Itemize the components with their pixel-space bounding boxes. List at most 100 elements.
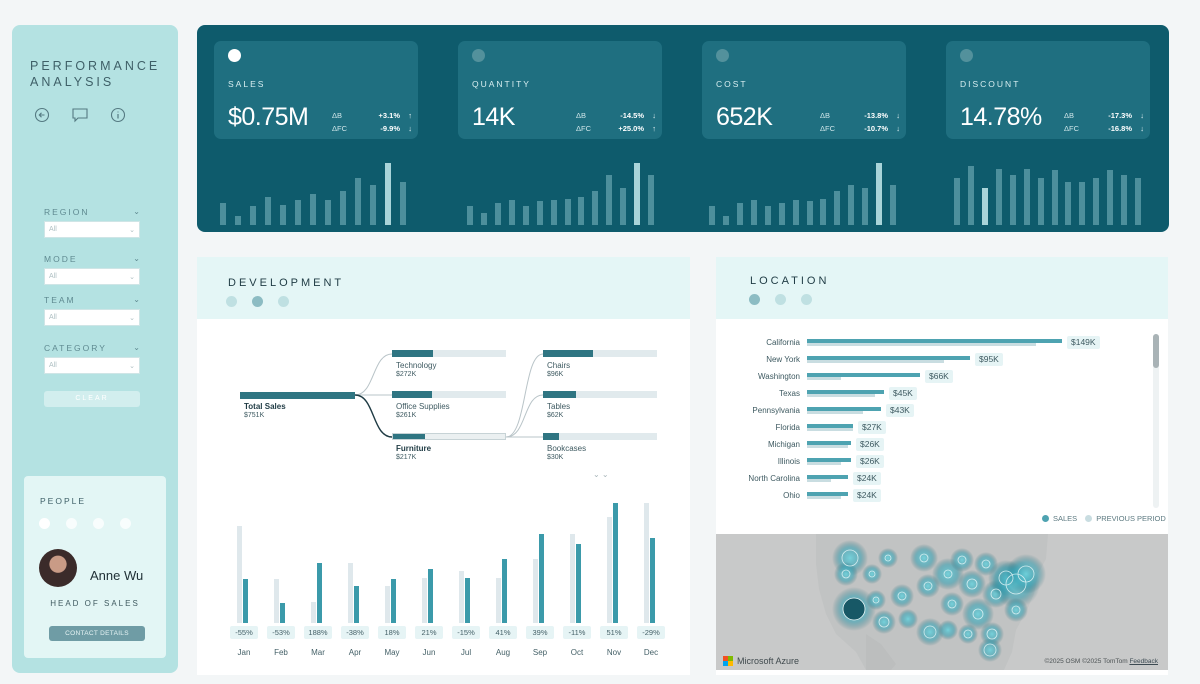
pct-change-label: 188%: [304, 626, 332, 639]
expand-chevron-icon[interactable]: ⌄ ⌄: [593, 470, 609, 479]
team-select[interactable]: All ⌄: [44, 309, 140, 326]
tree-node-bar[interactable]: [543, 350, 657, 357]
kpi-deltas: ΔB +3.1% ↑ ΔFC -9.9% ↓: [332, 109, 412, 135]
month-column[interactable]: [600, 497, 630, 623]
tree-node-bar[interactable]: [392, 433, 506, 440]
tree-node-bar[interactable]: [543, 433, 657, 440]
sparkline-bar: [355, 178, 361, 225]
sparkline-bar: [723, 216, 729, 225]
node-value: $96K: [547, 371, 564, 378]
sales-bar: [428, 569, 433, 623]
node-label: Bookcases: [547, 444, 587, 453]
tree-node-furniture[interactable]: Furniture $217K: [396, 444, 431, 462]
state-row[interactable]: Illinois $26K: [716, 455, 1146, 469]
mode-select[interactable]: All ⌄: [44, 268, 140, 285]
state-row[interactable]: Ohio $24K: [716, 489, 1146, 503]
state-row[interactable]: Florida $27K: [716, 421, 1146, 435]
pager-dot[interactable]: [278, 296, 289, 307]
node-label: Total Sales: [244, 402, 286, 411]
kpi-card-quantity[interactable]: QUANTITY 14K ΔB -14.5% ↓ ΔFC +25.0% ↑: [458, 41, 662, 139]
tree-node-bar[interactable]: [392, 391, 506, 398]
state-row[interactable]: North Carolina $24K: [716, 472, 1146, 486]
filter-team[interactable]: TEAM ⌄ All ⌄: [44, 295, 140, 326]
map-feedback-link[interactable]: Feedback: [1129, 658, 1158, 665]
state-row[interactable]: Washington $66K: [716, 370, 1146, 384]
month-column[interactable]: [452, 497, 482, 623]
state-row[interactable]: Texas $45K: [716, 387, 1146, 401]
month-column[interactable]: [341, 497, 371, 623]
tree-node-office-supplies[interactable]: Office Supplies $261K: [396, 402, 450, 420]
tree-node-bar-root[interactable]: [240, 392, 355, 399]
month-column[interactable]: [378, 497, 408, 623]
state-row[interactable]: Pennsylvania $43K: [716, 404, 1146, 418]
filter-region[interactable]: REGION ⌄ All ⌄: [44, 207, 140, 238]
pager-dot[interactable]: [226, 296, 237, 307]
chevron-down-icon[interactable]: ⌄: [133, 295, 140, 304]
pager-dot[interactable]: [775, 294, 786, 305]
chevron-down-icon[interactable]: ⌄: [133, 343, 140, 352]
contact-details-button[interactable]: CONTACT DETAILS: [49, 626, 145, 641]
chevron-down-icon[interactable]: ⌄: [133, 254, 140, 263]
kpi-card-cost[interactable]: COST 652K ΔB -13.8% ↓ ΔFC -10.7% ↓: [702, 41, 906, 139]
previous-period-bar: [607, 517, 612, 623]
pager-dot[interactable]: [749, 294, 760, 305]
month-column[interactable]: [230, 497, 260, 623]
scrollbar[interactable]: [1153, 334, 1159, 508]
sales-bar: [539, 534, 544, 623]
panel-header: LOCATION: [716, 257, 1168, 319]
tree-node-bookcases[interactable]: Bookcases $30K: [547, 444, 586, 462]
month-column[interactable]: [489, 497, 519, 623]
chevron-down-icon[interactable]: ⌄: [133, 207, 140, 216]
previous-period-bar: [422, 578, 427, 623]
tree-node-chairs[interactable]: Chairs $96K: [547, 361, 570, 379]
sparkline-bar: [834, 191, 840, 225]
tree-node-root[interactable]: Total Sales $751K: [244, 402, 286, 420]
sales-value-label: $43K: [886, 404, 914, 417]
kpi-toggle-dot[interactable]: [472, 49, 485, 62]
sales-value-label: $45K: [889, 387, 917, 400]
sales-value-label: $26K: [856, 438, 884, 451]
info-icon[interactable]: [108, 106, 128, 124]
pager-dot[interactable]: [39, 518, 50, 529]
month-column[interactable]: [563, 497, 593, 623]
month-column[interactable]: [526, 497, 556, 623]
kpi-card-sales[interactable]: SALES $0.75M ΔB +3.1% ↑ ΔFC -9.9% ↓: [214, 41, 418, 139]
sparkline-bar: [509, 200, 515, 225]
filter-category[interactable]: CATEGORY ⌄ All ⌄: [44, 343, 140, 374]
map[interactable]: Microsoft Azure ©2025 OSM ©2025 TomTom F…: [716, 534, 1168, 670]
kpi-toggle-dot[interactable]: [228, 49, 241, 62]
kpi-value: 14K: [472, 103, 515, 131]
month-column[interactable]: [267, 497, 297, 623]
delta-value: -16.8%: [1108, 124, 1132, 133]
tree-node-tables[interactable]: Tables $62K: [547, 402, 570, 420]
state-row[interactable]: New York $95K: [716, 353, 1146, 367]
state-row[interactable]: Michigan $26K: [716, 438, 1146, 452]
sparkline-bar: [1052, 170, 1058, 225]
sparkline-bar: [370, 185, 376, 225]
comment-icon[interactable]: [70, 106, 90, 124]
pager-dot[interactable]: [801, 294, 812, 305]
pager-dot[interactable]: [120, 518, 131, 529]
category-select[interactable]: All ⌄: [44, 357, 140, 374]
state-row[interactable]: California $149K: [716, 336, 1146, 350]
pager-dot[interactable]: [66, 518, 77, 529]
month-column[interactable]: [637, 497, 667, 623]
kpi-card-discount[interactable]: DISCOUNT 14.78% ΔB -17.3% ↓ ΔFC -16.8% ↓: [946, 41, 1150, 139]
kpi-toggle-dot[interactable]: [960, 49, 973, 62]
tree-node-bar[interactable]: [392, 350, 506, 357]
scrollbar-thumb[interactable]: [1153, 334, 1159, 368]
back-icon[interactable]: [32, 106, 52, 124]
filter-mode[interactable]: MODE ⌄ All ⌄: [44, 254, 140, 285]
region-select[interactable]: All ⌄: [44, 221, 140, 238]
kpi-toggle-dot[interactable]: [716, 49, 729, 62]
tree-node-technology[interactable]: Technology $272K: [396, 361, 436, 379]
pct-change-label: -55%: [230, 626, 258, 639]
chevron-down-icon: ⌄: [129, 226, 135, 234]
pager-dot[interactable]: [252, 296, 263, 307]
clear-button[interactable]: CLEAR: [44, 391, 140, 407]
month-column[interactable]: [415, 497, 445, 623]
month-column[interactable]: [304, 497, 334, 623]
pager-dot[interactable]: [93, 518, 104, 529]
tree-node-bar[interactable]: [543, 391, 657, 398]
delta-value: -14.5%: [620, 111, 644, 120]
